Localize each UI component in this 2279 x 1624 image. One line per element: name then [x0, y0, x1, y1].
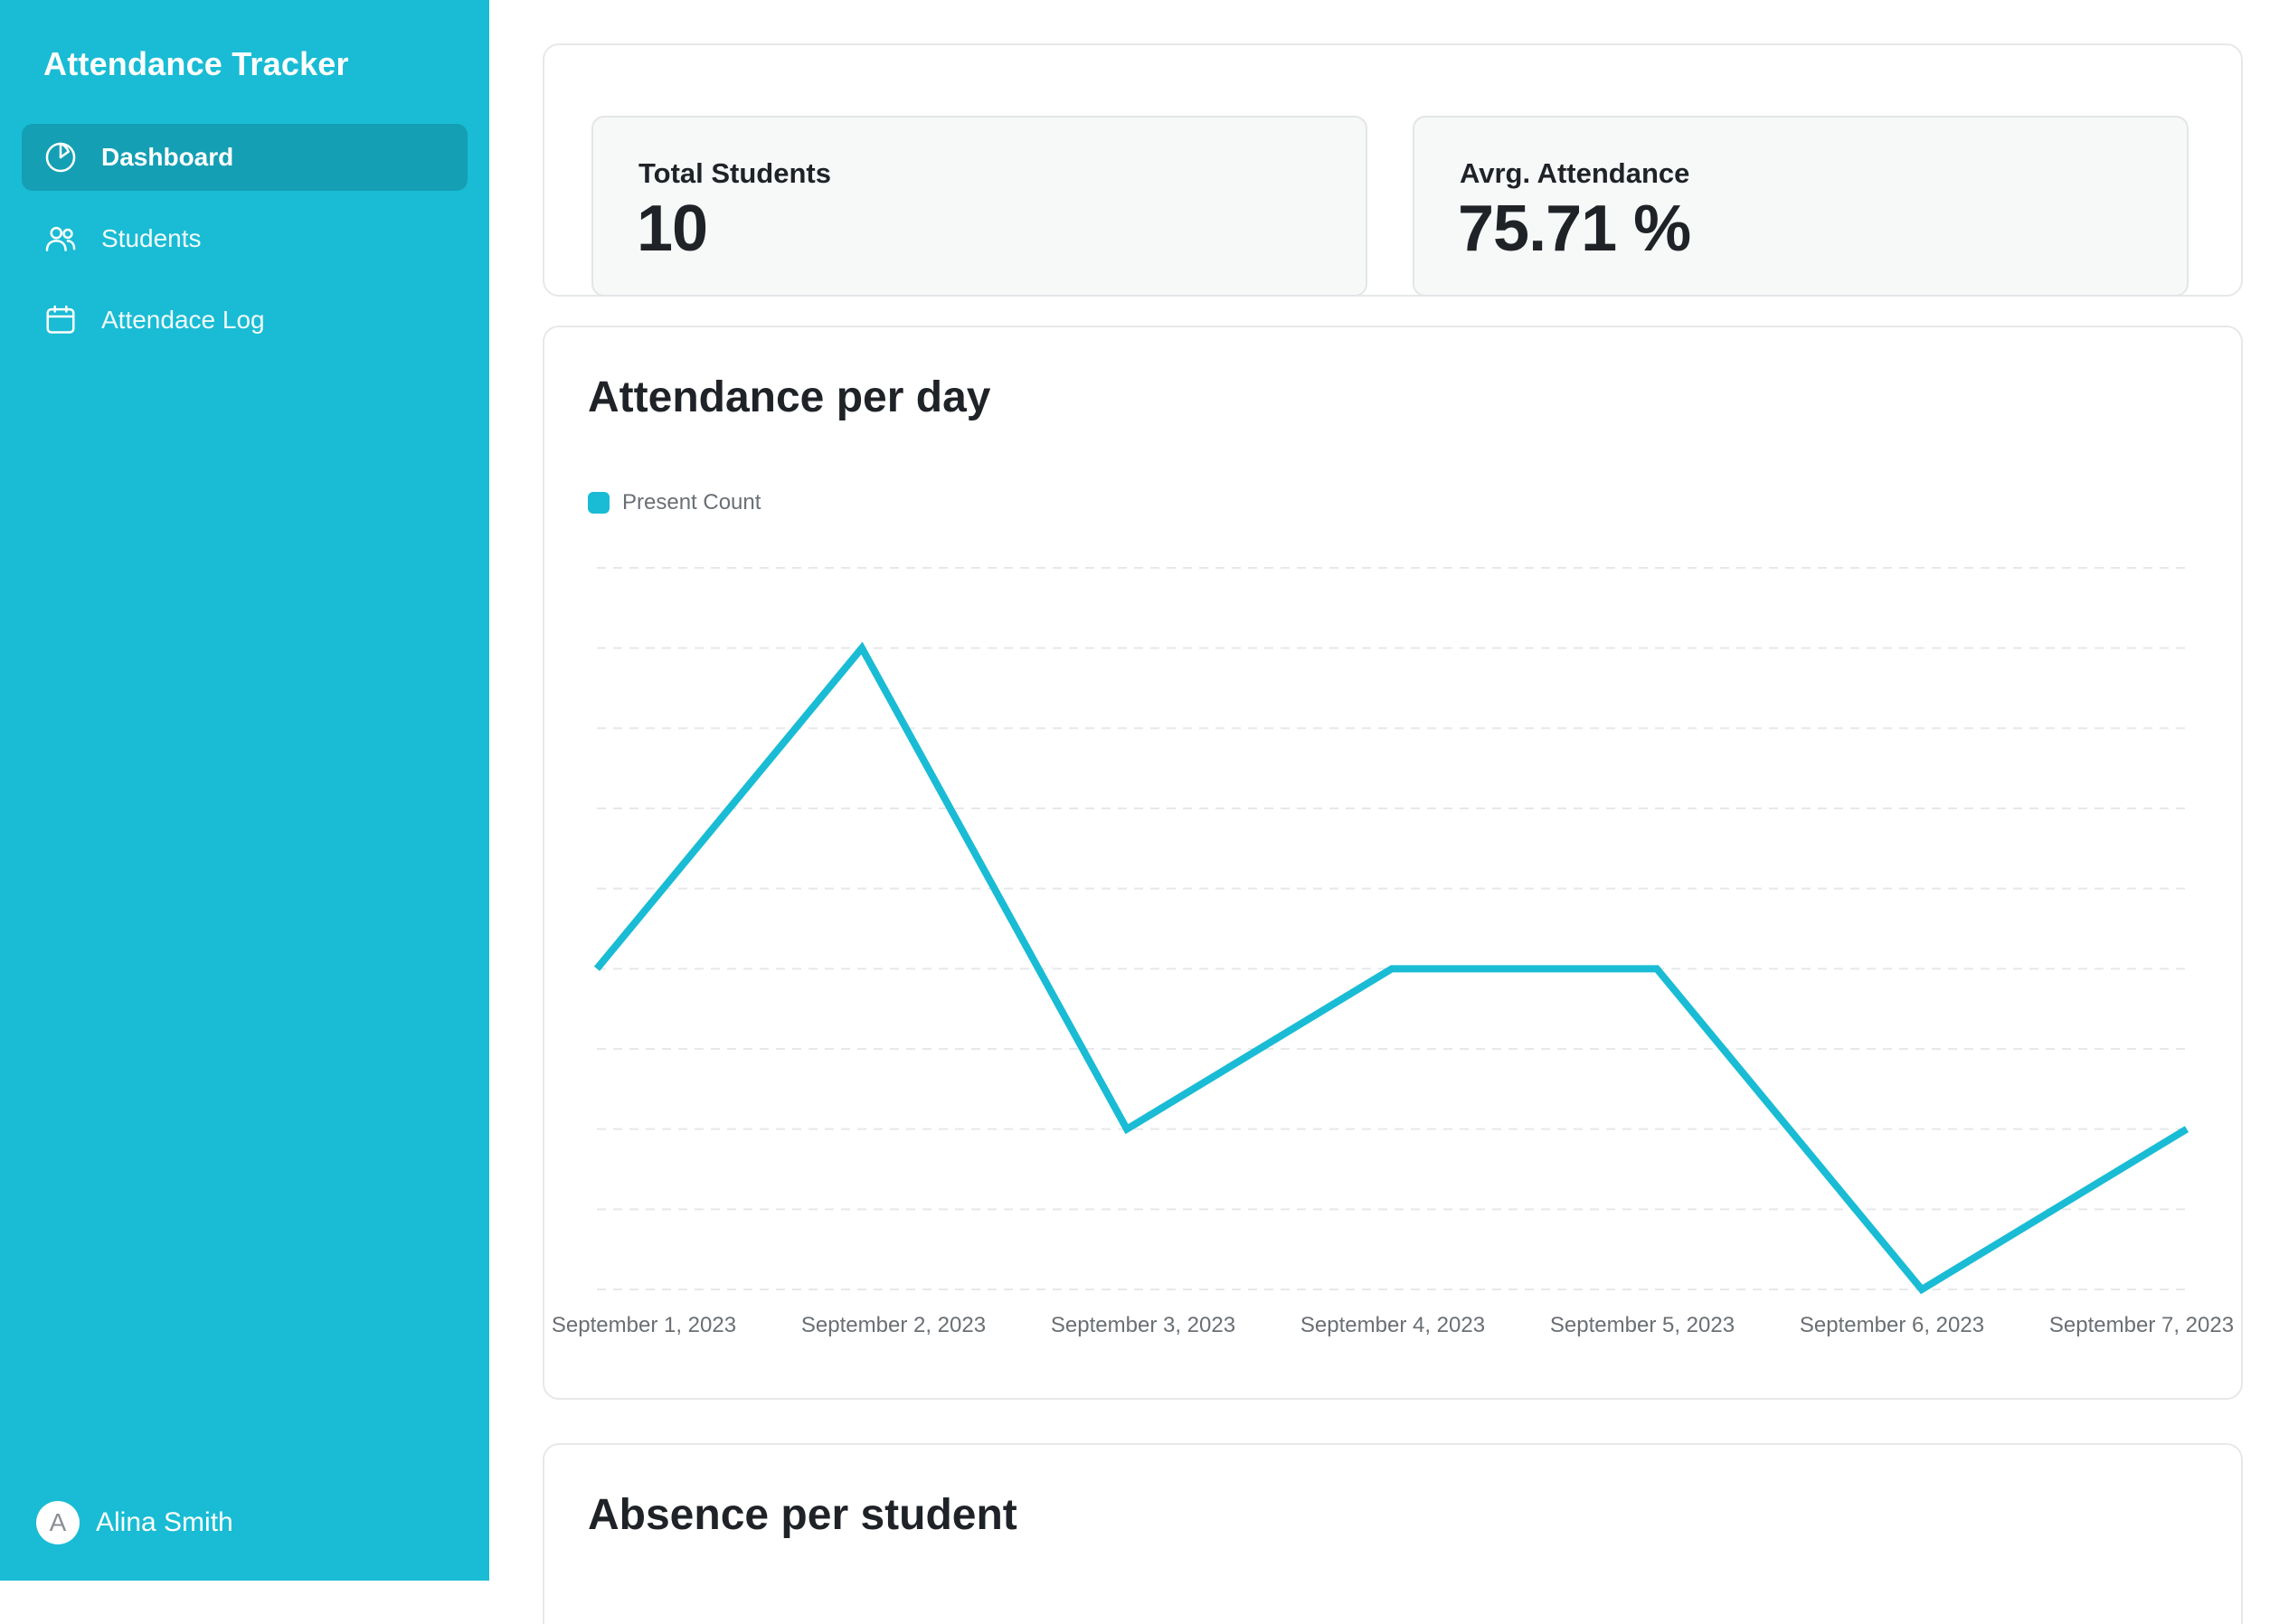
app-title: Attendance Tracker	[43, 45, 349, 82]
x-tick-label: September 2, 2023	[801, 1313, 986, 1337]
legend-label: Present Count	[622, 490, 761, 515]
data-point[interactable]	[853, 639, 871, 657]
data-point[interactable]	[588, 959, 606, 977]
x-tick-label: September 7, 2023	[2049, 1313, 2234, 1337]
attendance-chart-card: Attendance per day Present Count Septemb…	[543, 326, 2243, 1400]
sidebar: Attendance Tracker Dashboard Students	[0, 0, 489, 1581]
sidebar-item-label: Attendace Log	[101, 306, 265, 334]
sidebar-item-students[interactable]: Students	[22, 205, 468, 272]
sidebar-item-dashboard[interactable]: Dashboard	[22, 124, 468, 191]
stat-label: Total Students	[638, 157, 831, 189]
x-tick-label: September 3, 2023	[1051, 1313, 1235, 1337]
data-point[interactable]	[1913, 1280, 1931, 1298]
stats-card: Total Students 10 Avrg. Attendance 75.71…	[543, 43, 2243, 297]
attendance-line-chart: September 1, 2023 September 2, 2023 Septem…	[552, 567, 2234, 1337]
legend-swatch	[588, 492, 610, 514]
x-tick-label: September 6, 2023	[1800, 1313, 1984, 1337]
x-tick-label: September 1, 2023	[552, 1313, 736, 1337]
x-tick-label: September 4, 2023	[1300, 1313, 1485, 1337]
data-point[interactable]	[1383, 959, 1401, 977]
avg-attendance-stat: Avrg. Attendance 75.71 %	[1413, 116, 2189, 297]
stat-label: Avrg. Attendance	[1460, 157, 1690, 189]
data-point[interactable]	[1118, 1120, 1136, 1138]
chart-legend[interactable]: Present Count	[588, 490, 761, 515]
stat-value: 10	[637, 193, 708, 265]
section-title: Attendance per day	[588, 373, 991, 421]
calendar-icon	[43, 303, 78, 337]
avatar: A	[36, 1501, 80, 1544]
absence-chart-card: Absence per student	[543, 1443, 2243, 1624]
user-name: Alina Smith	[96, 1507, 233, 1537]
stat-value: 75.71 %	[1458, 193, 1691, 265]
user-profile[interactable]: A Alina Smith	[36, 1501, 233, 1544]
section-title: Absence per student	[588, 1491, 1017, 1539]
sidebar-item-label: Students	[101, 224, 202, 252]
total-students-stat: Total Students 10	[591, 116, 1367, 297]
x-tick-label: September 5, 2023	[1550, 1313, 1735, 1337]
sidebar-item-attendance-log[interactable]: Attendace Log	[22, 287, 468, 354]
data-point[interactable]	[2178, 1120, 2196, 1138]
pie-chart-icon	[43, 140, 78, 175]
sidebar-item-label: Dashboard	[101, 143, 234, 171]
data-point[interactable]	[1648, 959, 1666, 977]
users-icon	[43, 222, 78, 256]
series-line-present-count	[593, 641, 2189, 1295]
